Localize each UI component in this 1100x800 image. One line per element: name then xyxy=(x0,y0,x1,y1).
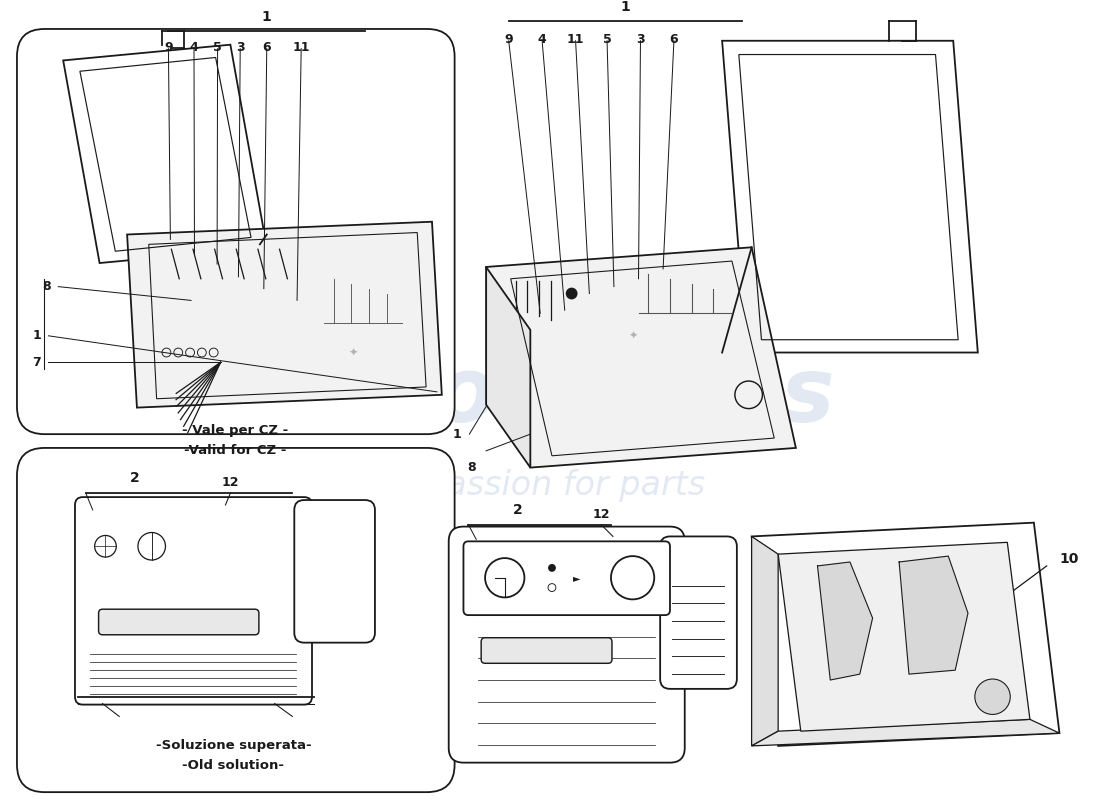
Text: 2: 2 xyxy=(130,471,140,486)
Text: -Soluzione superata-: -Soluzione superata- xyxy=(155,739,311,752)
Text: 8: 8 xyxy=(42,280,51,293)
Text: 12: 12 xyxy=(593,508,609,521)
Text: 6: 6 xyxy=(263,41,271,54)
Text: 5: 5 xyxy=(603,33,612,46)
Text: 3: 3 xyxy=(636,33,645,46)
FancyBboxPatch shape xyxy=(16,448,454,792)
Polygon shape xyxy=(751,522,1059,746)
Text: a passion for parts: a passion for parts xyxy=(395,469,705,502)
Polygon shape xyxy=(778,542,1030,731)
Text: 2: 2 xyxy=(513,502,522,517)
Text: 12: 12 xyxy=(221,476,239,490)
Text: 5: 5 xyxy=(213,41,222,54)
Text: 1: 1 xyxy=(32,330,41,342)
Text: 9: 9 xyxy=(505,33,513,46)
Polygon shape xyxy=(486,247,796,467)
Text: 6: 6 xyxy=(670,33,679,46)
Text: ✦: ✦ xyxy=(349,347,358,358)
FancyBboxPatch shape xyxy=(449,526,684,762)
Polygon shape xyxy=(722,41,978,353)
Text: -Valid for CZ -: -Valid for CZ - xyxy=(184,444,286,457)
Text: 4: 4 xyxy=(189,41,198,54)
Polygon shape xyxy=(63,45,267,263)
Text: 9: 9 xyxy=(164,41,173,54)
Text: 10: 10 xyxy=(1059,552,1079,566)
Text: 7: 7 xyxy=(32,356,41,369)
FancyBboxPatch shape xyxy=(16,29,454,434)
FancyBboxPatch shape xyxy=(75,497,312,705)
Circle shape xyxy=(975,679,1010,714)
Polygon shape xyxy=(817,562,872,680)
Text: 11: 11 xyxy=(293,41,310,54)
Text: 4: 4 xyxy=(538,33,547,46)
Text: ✦: ✦ xyxy=(629,331,638,341)
Text: 8: 8 xyxy=(468,461,475,474)
Polygon shape xyxy=(899,556,968,674)
Text: -Old solution-: -Old solution- xyxy=(183,758,284,772)
Text: ►: ► xyxy=(573,573,581,582)
FancyBboxPatch shape xyxy=(660,537,737,689)
Text: 1: 1 xyxy=(620,0,630,14)
Circle shape xyxy=(565,288,578,299)
Text: - Vale per CZ -: - Vale per CZ - xyxy=(183,424,288,438)
FancyBboxPatch shape xyxy=(99,610,258,634)
FancyBboxPatch shape xyxy=(295,500,375,642)
Polygon shape xyxy=(751,719,1059,746)
FancyBboxPatch shape xyxy=(481,638,612,663)
Text: eurospares: eurospares xyxy=(265,353,835,441)
Text: 3: 3 xyxy=(235,41,244,54)
Polygon shape xyxy=(751,537,778,746)
Text: 1: 1 xyxy=(262,10,272,24)
Text: 1: 1 xyxy=(452,428,461,441)
Polygon shape xyxy=(128,222,442,407)
Circle shape xyxy=(548,564,556,572)
Text: 11: 11 xyxy=(566,33,584,46)
Polygon shape xyxy=(486,267,530,467)
FancyBboxPatch shape xyxy=(463,542,670,615)
